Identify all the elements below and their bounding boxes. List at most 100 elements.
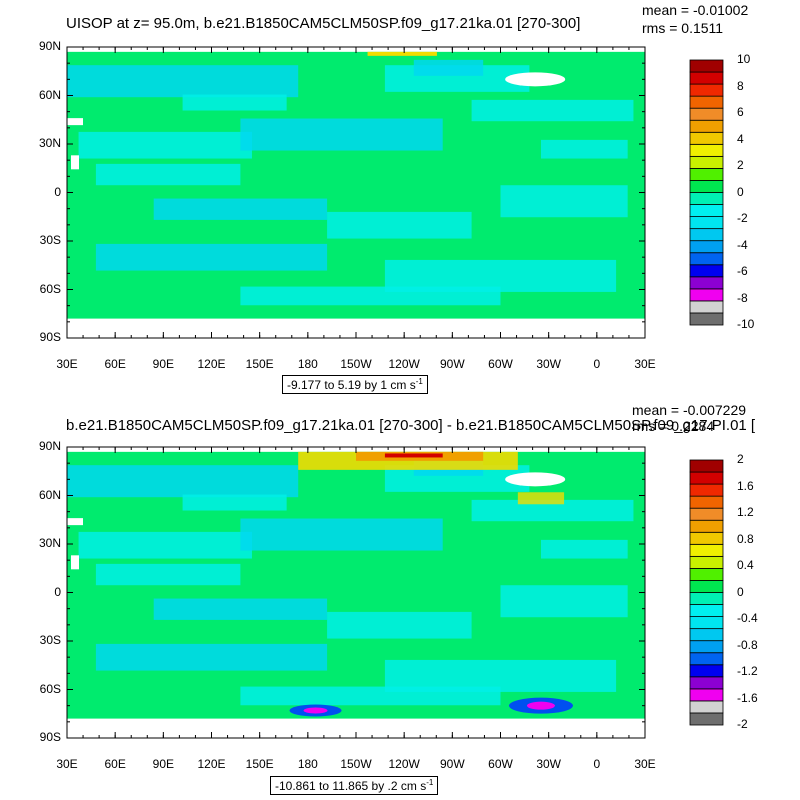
panel2-colorbar-box [689, 483, 724, 497]
panel1-field-patch [182, 94, 287, 111]
panel2-field-patch [471, 499, 634, 522]
panel1-colorbar-box [689, 107, 724, 121]
panel1-range-unit: -1 [415, 377, 423, 386]
panel1-lat-label: 0 [54, 184, 61, 199]
panel1-lon-label: 60W [488, 357, 513, 371]
panel1-lat-label: 60S [39, 281, 61, 296]
panel1-colorbar-box [689, 228, 724, 242]
panel2-missing-ice [505, 472, 566, 487]
panel1-colorbar-label: -2 [737, 211, 748, 225]
panel2-lon-label: 150E [245, 757, 274, 771]
panel1-colorbar-label: 2 [737, 158, 744, 172]
panel2-lat-label: 30S [39, 633, 61, 647]
panel2-colorbar-box [689, 628, 724, 642]
panel1-lon-label: 30E [56, 357, 78, 371]
panel1-field-patch [95, 163, 241, 186]
panel2-antarctic-negative-core [526, 701, 555, 710]
panel2-lat-label: 30N [38, 536, 61, 550]
panel1-field-patch [413, 59, 484, 76]
panel2-lon-label: 60E [104, 757, 126, 771]
panel2-range-unit: -1 [426, 778, 434, 787]
panel2-colorbar-box [689, 519, 724, 533]
panel2-field-patch [240, 686, 501, 706]
panel1-lon-label: 180 [297, 357, 318, 371]
panel2-colorbar-box [689, 580, 724, 593]
panel1-colorbar-box [689, 300, 724, 314]
panel2-field-patch [95, 563, 241, 586]
panel1-lon-label: 60E [104, 357, 126, 371]
panel1-missing-spot [71, 155, 79, 170]
panel2-colorbar-box [689, 616, 724, 630]
panel2-lat-label: 90S [39, 730, 61, 744]
panel1-colorbar-box [689, 168, 724, 181]
panel2-mean: mean = -0.007229 [632, 402, 747, 418]
panel1-lon-label: 90W [439, 357, 465, 371]
panel2-colorbar-box [689, 700, 724, 714]
panel2-field-patch [540, 539, 628, 559]
panel2-range-box: -10.861 to 11.865 by .2 cm s-1 [270, 776, 439, 795]
panel2-rms: rms = 0.2284 [632, 418, 715, 434]
panel1-field-patch [327, 211, 472, 239]
panel2-colorbar-box [689, 507, 724, 521]
panel1-lat-label: 60N [38, 87, 61, 102]
panel1-field-patch [500, 185, 628, 218]
panel1-colorbar-box [689, 192, 724, 205]
panel1-lat-label: 30S [39, 233, 61, 247]
panel1-colorbar-box [689, 216, 724, 230]
panel1-colorbar-label: -8 [737, 290, 748, 305]
panel1-lat-label: 90S [39, 330, 61, 344]
panel2-colorbar-label: -1.2 [737, 664, 758, 678]
panel1-lon-label: 30W [536, 357, 561, 371]
panel2-field-patch [327, 611, 472, 639]
panel2-missing-spot [67, 518, 83, 526]
panel2-atlantic-positive [517, 492, 565, 505]
panel2-lon-label: 180 [297, 757, 318, 771]
panel2-colorbar-box [689, 555, 724, 569]
panel1-colorbar-box [689, 155, 724, 169]
panel1-colorbar-label: -10 [737, 317, 755, 331]
panel1-colorbar-box [689, 252, 724, 266]
panel2-antarctic-negative-core [303, 707, 328, 714]
panel1-missing-spot [67, 118, 83, 126]
panel2-lon-label: 30E [634, 757, 656, 771]
panel2-lon-label: 90W [439, 757, 465, 771]
panel2-field-patch [500, 585, 628, 618]
panel2-field-patch [240, 518, 443, 551]
panel2-lon-label: 30E [56, 757, 78, 771]
panel1-lon-label: 150W [340, 357, 372, 371]
panel2-colorbar-label: -0.4 [737, 611, 758, 625]
panel2-field-patch [67, 465, 299, 498]
panel1-range-box: -9.177 to 5.19 by 1 cm s-1 [282, 375, 428, 394]
panel1-field-patch [67, 65, 299, 98]
panel2-lat-label: 60S [39, 681, 61, 696]
panel1-colorbar-label: -4 [737, 237, 748, 252]
panel1-lon-label: 30E [634, 357, 656, 371]
panel1-field-patch [153, 198, 328, 220]
panel1-colorbar-label: -6 [737, 264, 748, 278]
panel2-colorbar-label: 0 [737, 584, 744, 599]
panel1-field-patch [240, 118, 443, 151]
panel1-colorbar-box [689, 143, 724, 157]
panel2-colorbar-label: -1.6 [737, 690, 758, 705]
panel2-field-patch [384, 659, 617, 692]
panel1-colorbar-box [689, 312, 724, 326]
panel2-missing-spot [71, 555, 79, 570]
panel1-field-patch [240, 286, 501, 306]
panel1-field-patch [471, 99, 634, 122]
panel2-colorbar-box [689, 531, 724, 545]
panel2-lon-label: 120W [388, 757, 420, 771]
panel2-lon-label: 30W [536, 757, 561, 771]
panel2-lat-label: 0 [54, 584, 61, 599]
panel2-field-patch [78, 531, 252, 559]
panel1-colorbar-label: 4 [737, 131, 744, 146]
panel2-colorbar-label: 2 [737, 452, 744, 466]
panel1-colorbar-box [689, 131, 724, 145]
panel2-lon-label: 150W [340, 757, 372, 771]
panel1-colorbar-box [689, 204, 724, 217]
panel1-colorbar-box [689, 180, 724, 193]
panel1-colorbar-box [689, 59, 724, 73]
panel2-colorbar-box [689, 712, 724, 726]
panel2-colorbar-box [689, 592, 724, 605]
panel2-colorbar-label: 1.6 [737, 478, 754, 493]
